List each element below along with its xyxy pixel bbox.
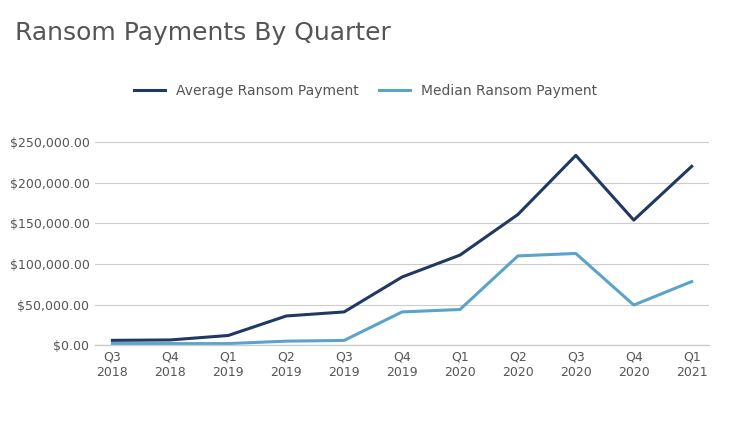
Median Ransom Payment (629, 303, 638, 308)
Median Ransom Payment (224, 341, 232, 346)
Line: Median Ransom Payment: Median Ransom Payment (113, 253, 692, 344)
Average Ransom Payment (572, 153, 580, 158)
Average Ransom Payment (282, 314, 291, 319)
Average Ransom Payment (224, 333, 232, 338)
Average Ransom Payment (398, 274, 406, 280)
Legend: Average Ransom Payment, Median Ransom Payment: Average Ransom Payment, Median Ransom Pa… (129, 78, 602, 104)
Median Ransom Payment (513, 253, 522, 258)
Average Ransom Payment (455, 253, 464, 258)
Median Ransom Payment (282, 338, 291, 344)
Text: Ransom Payments By Quarter: Ransom Payments By Quarter (15, 21, 390, 45)
Median Ransom Payment (398, 309, 406, 314)
Median Ransom Payment (572, 251, 580, 256)
Average Ransom Payment (108, 338, 117, 343)
Average Ransom Payment (166, 337, 175, 342)
Median Ransom Payment (166, 341, 175, 346)
Median Ransom Payment (455, 307, 464, 312)
Median Ransom Payment (108, 341, 117, 346)
Average Ransom Payment (340, 309, 349, 314)
Average Ransom Payment (687, 164, 696, 169)
Median Ransom Payment (340, 338, 349, 343)
Average Ransom Payment (513, 212, 522, 217)
Average Ransom Payment (629, 218, 638, 223)
Median Ransom Payment (687, 279, 696, 284)
Line: Average Ransom Payment: Average Ransom Payment (113, 155, 692, 340)
